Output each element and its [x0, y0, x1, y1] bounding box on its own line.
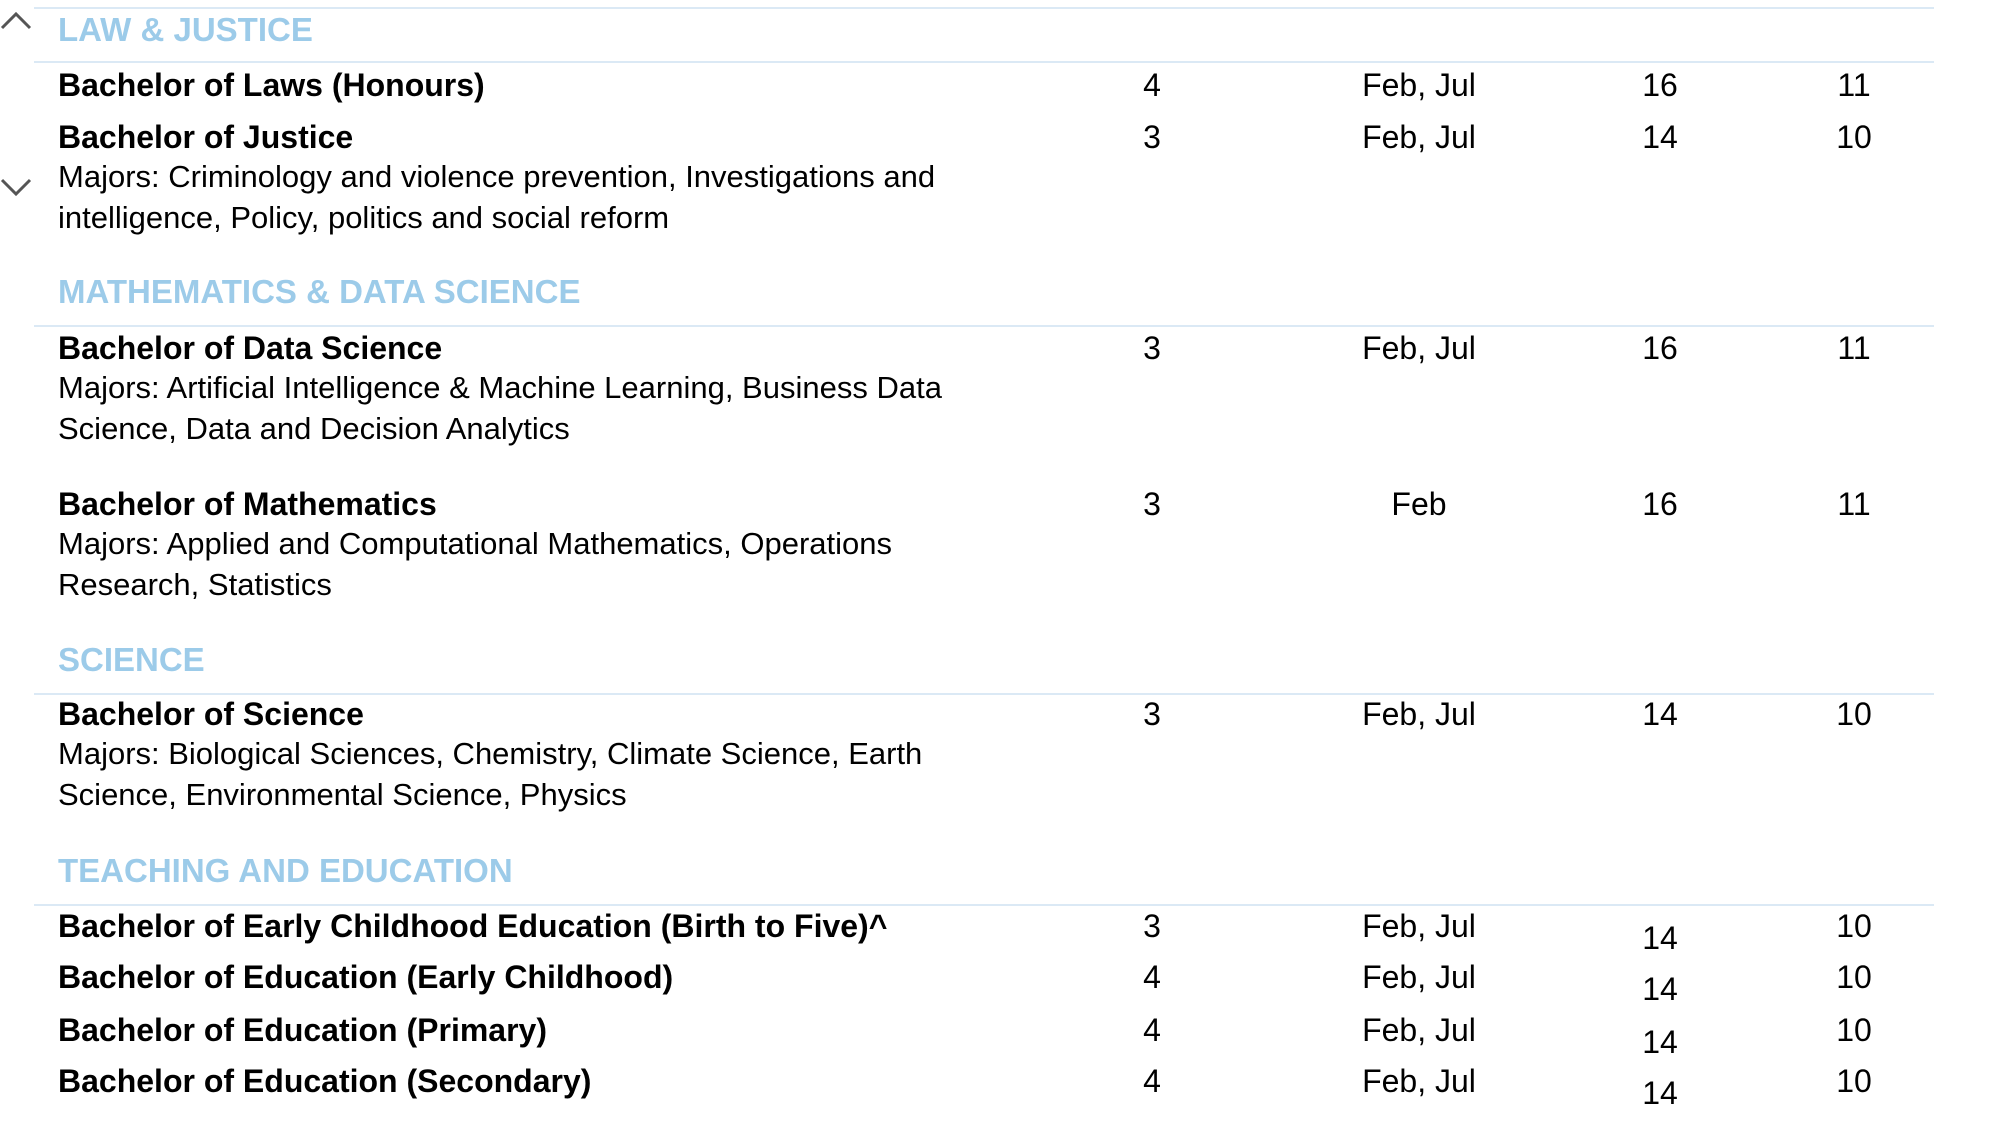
program-name: Bachelor of Education (Secondary)	[58, 1063, 592, 1099]
program-cell: 4	[1143, 1012, 1161, 1048]
program-cell: Feb, Jul	[1362, 67, 1476, 103]
program-cell: 4	[1143, 67, 1161, 103]
arrow-up	[0, 11, 32, 30]
program-majors: Majors: Applied and Computational Mathem…	[58, 526, 892, 602]
program-cell: 3	[1143, 908, 1161, 944]
program-cell: 14	[1642, 971, 1678, 1007]
section-heading: LAW & JUSTICE	[58, 11, 313, 48]
program-majors: Majors: Criminology and violence prevent…	[58, 159, 936, 235]
program-name: Bachelor of Justice	[58, 119, 354, 155]
program-cell: 3	[1143, 330, 1161, 366]
program-cell: 14	[1642, 696, 1678, 732]
section-heading: MATHEMATICS & DATA SCIENCE	[58, 273, 581, 310]
section-heading: TEACHING AND EDUCATION	[58, 852, 513, 889]
program-cell: 11	[1837, 67, 1871, 103]
program-cell: Feb, Jul	[1362, 1012, 1476, 1048]
program-cell: 10	[1836, 696, 1872, 732]
arrow-down	[0, 178, 32, 197]
program-cell: 10	[1836, 119, 1872, 155]
program-cell: 14	[1642, 1075, 1678, 1111]
program-cell: 10	[1836, 1063, 1872, 1099]
program-cell: 4	[1143, 959, 1161, 995]
section-heading: SCIENCE	[58, 641, 205, 678]
program-cell: Feb, Jul	[1362, 119, 1476, 155]
program-name: Bachelor of Science	[58, 696, 364, 732]
scroll-arrows	[0, 11, 32, 197]
program-cell: 4	[1143, 1063, 1161, 1099]
program-cell: 10	[1836, 1012, 1872, 1048]
program-cell: 3	[1143, 486, 1161, 522]
program-name: Bachelor of Mathematics	[58, 486, 437, 522]
program-cell: 10	[1836, 959, 1872, 995]
program-name: Bachelor of Data Science	[58, 330, 443, 366]
program-cell: 10	[1836, 908, 1872, 944]
program-cell: 3	[1143, 696, 1161, 732]
program-cell: 14	[1642, 1024, 1678, 1060]
program-cell: 14	[1642, 119, 1678, 155]
program-cell: 16	[1642, 330, 1678, 366]
program-majors: Majors: Biological Sciences, Chemistry, …	[58, 736, 923, 812]
program-cell: Feb, Jul	[1362, 1063, 1476, 1099]
program-cell: 16	[1642, 486, 1678, 522]
program-cell: 11	[1837, 330, 1871, 366]
top-rule	[34, 7, 1934, 9]
program-name: Bachelor of Early Childhood Education (B…	[58, 908, 888, 944]
program-name: Bachelor of Education (Primary)	[58, 1012, 547, 1048]
program-cell: 11	[1837, 486, 1871, 522]
section-rule	[34, 904, 1934, 906]
program-cell: 3	[1143, 119, 1161, 155]
program-majors: Majors: Artificial Intelligence & Machin…	[58, 370, 942, 446]
program-cell: Feb	[1391, 486, 1447, 522]
program-cell: Feb, Jul	[1362, 696, 1476, 732]
section-rule	[34, 325, 1934, 327]
section-rule	[34, 61, 1934, 63]
program-name: Bachelor of Laws (Honours)	[58, 67, 485, 103]
program-cell: Feb, Jul	[1362, 908, 1476, 944]
program-cell: Feb, Jul	[1362, 959, 1476, 995]
program-cell: 16	[1642, 67, 1678, 103]
program-cell: Feb, Jul	[1362, 330, 1476, 366]
program-cell: 14	[1642, 920, 1678, 956]
section-rule	[34, 693, 1934, 695]
program-name: Bachelor of Education (Early Childhood)	[58, 959, 674, 995]
